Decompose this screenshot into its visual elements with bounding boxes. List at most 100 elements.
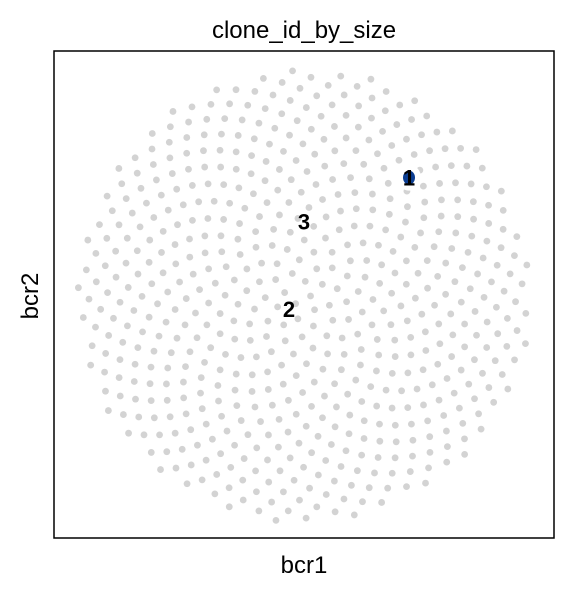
scatter-point: [210, 197, 218, 205]
scatter-point: [116, 356, 124, 364]
scatter-point: [389, 247, 397, 255]
scatter-point: [258, 259, 265, 267]
scatter-point: [310, 223, 318, 230]
scatter-point: [422, 347, 430, 354]
scatter-point: [329, 176, 336, 183]
scatter-point: [430, 243, 438, 251]
scatter-point: [513, 233, 521, 241]
scatter-point: [104, 289, 111, 297]
scatter-point: [252, 228, 260, 236]
scatter-point: [194, 441, 201, 449]
scatter-point: [358, 451, 366, 459]
scatter-point: [204, 215, 212, 222]
scatter-point: [163, 380, 170, 388]
scatter-point: [391, 454, 399, 462]
scatter-point: [398, 387, 405, 395]
scatter-point: [208, 435, 216, 443]
scatter-point: [433, 128, 441, 136]
scatter-point: [455, 404, 463, 412]
scatter-point: [418, 131, 425, 139]
scatter-point: [391, 269, 399, 277]
scatter-point: [288, 270, 296, 277]
scatter-point: [410, 151, 418, 158]
scatter-point: [128, 209, 136, 217]
scatter-point: [225, 484, 233, 492]
scatter-point: [322, 234, 329, 242]
scatter-point: [378, 261, 386, 269]
scatter-point: [404, 203, 411, 211]
scatter-point: [312, 181, 320, 188]
scatter-point: [173, 185, 181, 193]
scatter-point: [467, 180, 475, 188]
scatter-point: [334, 191, 342, 198]
scatter-point: [367, 383, 375, 391]
scatter-point: [324, 350, 331, 358]
scatter-point: [251, 403, 259, 411]
scatter-point: [198, 405, 206, 413]
scatter-point: [237, 417, 245, 424]
scatter-point: [443, 375, 451, 382]
scatter-point: [201, 232, 209, 240]
scatter-point: [311, 306, 318, 314]
scatter-point: [317, 112, 325, 120]
scatter-point: [243, 265, 251, 273]
scatter-point: [380, 307, 388, 315]
scatter-point: [359, 498, 366, 506]
scatter-point: [230, 317, 238, 325]
scatter-point: [207, 344, 215, 352]
scatter-point: [363, 257, 371, 264]
scatter-point: [471, 308, 479, 315]
scatter-point: [299, 389, 306, 396]
scatter-point: [420, 401, 427, 409]
scatter-point: [275, 415, 283, 423]
scatter-point: [388, 142, 396, 149]
scatter-point: [143, 199, 150, 207]
scatter-point: [124, 322, 131, 330]
scatter-point: [105, 332, 113, 339]
scatter-point: [327, 441, 335, 448]
scatter-point: [449, 331, 457, 339]
scatter-point: [499, 225, 507, 233]
scatter-point: [368, 114, 375, 122]
scatter-point: [274, 443, 282, 451]
scatter-point: [172, 260, 180, 268]
scatter-point: [264, 386, 272, 393]
scatter-point: [340, 350, 348, 358]
scatter-point: [369, 296, 377, 303]
scatter-point: [308, 449, 316, 457]
scatter-point: [343, 272, 351, 280]
scatter-point: [369, 190, 376, 198]
scatter-point: [279, 380, 287, 388]
scatter-point: [409, 436, 417, 444]
scatter-point: [270, 225, 277, 233]
scatter-point: [432, 163, 439, 171]
scatter-point: [156, 431, 163, 439]
scatter-point: [295, 439, 303, 447]
scatter-point: [235, 184, 243, 192]
scatter-point: [159, 269, 167, 277]
scatter-point: [153, 176, 160, 184]
scatter-point: [284, 428, 292, 436]
scatter-point: [169, 108, 177, 115]
scatter-point: [110, 314, 117, 322]
scatter-point: [247, 170, 255, 178]
scatter-point: [103, 234, 111, 242]
scatter-point: [388, 289, 396, 297]
scatter-point: [357, 346, 365, 353]
scatter-point: [84, 236, 92, 244]
scatter-point: [419, 366, 427, 374]
scatter-point: [440, 412, 448, 419]
scatter-point: [397, 233, 405, 241]
scatter-point: [307, 292, 314, 300]
scatter-point: [237, 354, 245, 361]
scatter-point: [352, 147, 360, 155]
scatter-point: [480, 293, 488, 301]
scatter-point: [185, 165, 192, 173]
scatter-point: [335, 226, 343, 234]
scatter-point: [485, 220, 493, 227]
scatter-point: [172, 464, 180, 472]
scatter-point: [211, 279, 219, 287]
scatter-point: [252, 243, 260, 251]
scatter-point: [181, 321, 189, 329]
